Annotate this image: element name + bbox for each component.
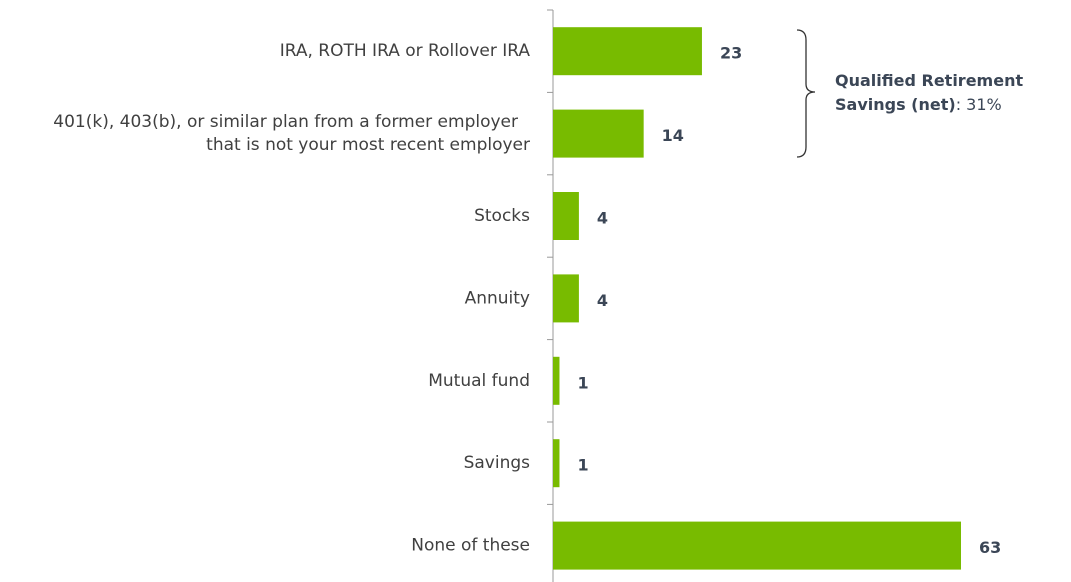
category-label: 401(k), 403(b), or similar plan from a f… (53, 112, 530, 155)
value-label: 63 (979, 538, 1001, 557)
value-label: 1 (577, 373, 588, 392)
bar (553, 356, 560, 405)
value-label: 1 (577, 456, 588, 475)
category-label: IRA, ROTH IRA or Rollover IRA (280, 41, 531, 61)
value-label: 4 (597, 209, 608, 228)
annotation-line: Qualified Retirement (835, 71, 1023, 90)
bar (553, 439, 560, 488)
value-label: 23 (720, 44, 742, 63)
category-label: Mutual fund (428, 371, 530, 391)
bar (553, 521, 961, 570)
category-label: Savings (464, 453, 531, 473)
category-label: None of these (411, 536, 530, 556)
category-label: Stocks (474, 206, 530, 226)
category-label: Annuity (465, 288, 530, 308)
annotation-line: Savings (net) (835, 95, 956, 114)
bar (553, 274, 579, 323)
value-label: 4 (597, 291, 608, 310)
annotation-net: : 31% (956, 95, 1002, 114)
value-label: 14 (662, 126, 684, 145)
bar (553, 192, 579, 240)
bar (553, 109, 644, 158)
annotation: Qualified Retirement Savings (net): 31% (835, 71, 1028, 114)
bar (553, 27, 702, 76)
bracket (796, 29, 816, 158)
